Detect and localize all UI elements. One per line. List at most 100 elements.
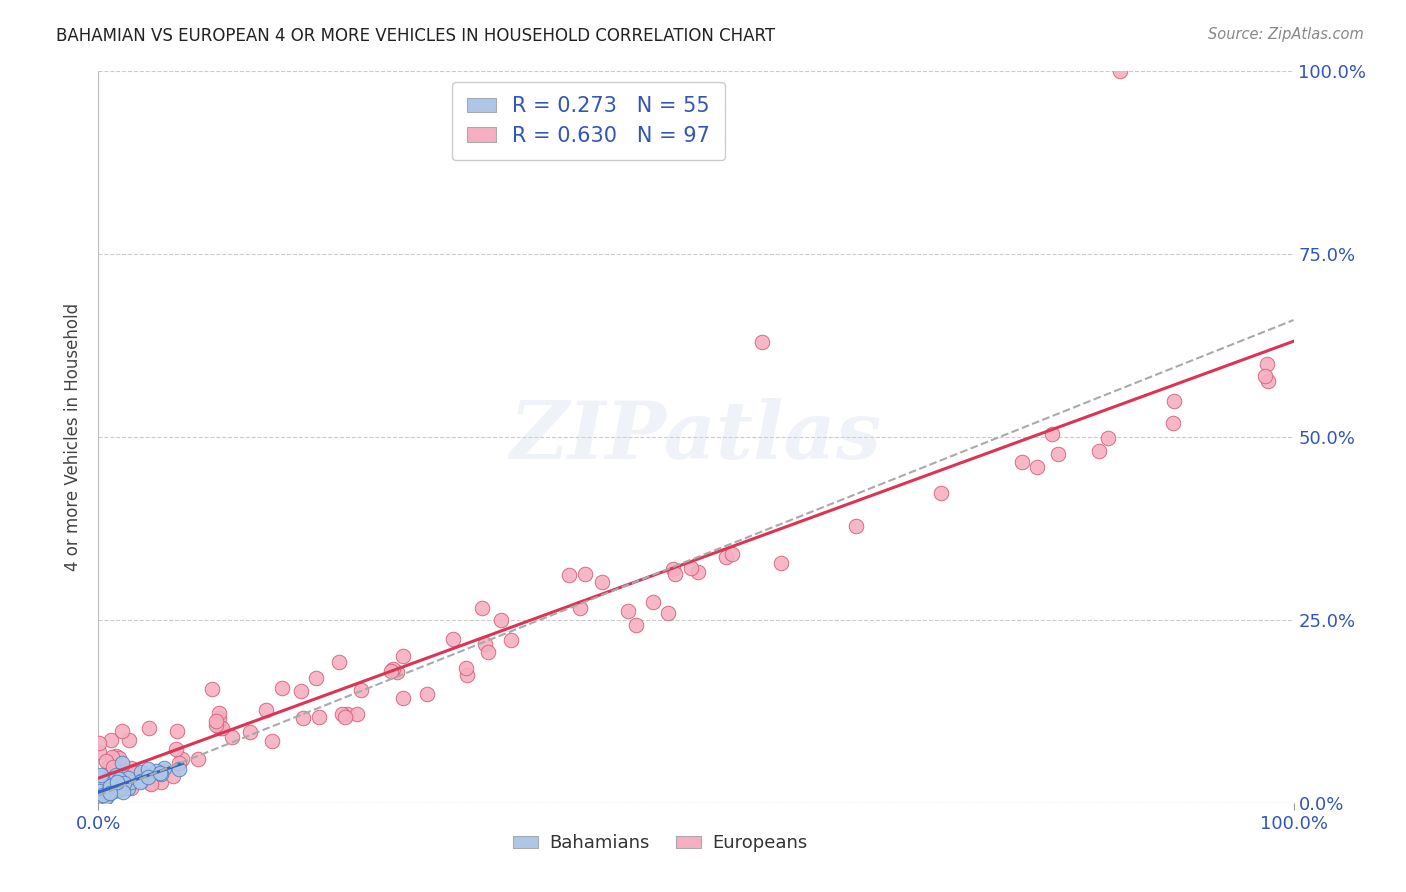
Point <box>117 780 139 795</box>
Point <box>1257 374 1279 388</box>
Point <box>1025 459 1047 474</box>
Point <box>336 706 359 721</box>
Point <box>87 787 110 801</box>
Point <box>152 761 174 775</box>
Point <box>1161 416 1184 430</box>
Point <box>205 718 228 732</box>
Point <box>105 774 128 789</box>
Point <box>145 764 167 779</box>
Point <box>90 768 112 782</box>
Point <box>591 575 613 590</box>
Point <box>1109 64 1132 78</box>
Point <box>1088 443 1111 458</box>
Point <box>474 637 496 651</box>
Point <box>291 710 314 724</box>
Point <box>89 771 111 785</box>
Point <box>90 785 112 799</box>
Point <box>167 762 190 776</box>
Point <box>93 776 115 790</box>
Point <box>679 561 702 575</box>
Point <box>208 711 231 725</box>
Point <box>617 604 640 618</box>
Point <box>96 778 118 792</box>
Point <box>105 749 128 764</box>
Point <box>103 784 125 798</box>
Point <box>96 780 118 794</box>
Text: Source: ZipAtlas.com: Source: ZipAtlas.com <box>1208 27 1364 42</box>
Point <box>111 724 134 739</box>
Point <box>166 723 188 738</box>
Point <box>558 567 581 582</box>
Point <box>385 665 408 679</box>
Point <box>117 771 139 785</box>
Point <box>87 791 110 805</box>
Point <box>93 789 115 804</box>
Point <box>104 757 127 772</box>
Point <box>208 721 231 735</box>
Point <box>101 750 124 764</box>
Point <box>662 562 685 576</box>
Point <box>471 600 494 615</box>
Point <box>98 778 121 792</box>
Point <box>111 781 134 796</box>
Point <box>931 485 953 500</box>
Point <box>87 784 110 798</box>
Point <box>122 766 145 780</box>
Point <box>380 664 402 678</box>
Point <box>111 756 134 771</box>
Point <box>381 662 404 676</box>
Point <box>260 734 283 748</box>
Point <box>569 600 592 615</box>
Point <box>93 789 115 804</box>
Point <box>94 754 117 768</box>
Point <box>120 761 142 775</box>
Point <box>149 765 172 780</box>
Text: ZIPatlas: ZIPatlas <box>510 399 882 475</box>
Point <box>221 730 243 744</box>
Point <box>101 760 124 774</box>
Point <box>87 795 110 809</box>
Point <box>187 752 209 766</box>
Point <box>350 683 373 698</box>
Point <box>688 566 710 580</box>
Legend: Bahamians, Europeans: Bahamians, Europeans <box>505 827 815 860</box>
Point <box>499 633 522 648</box>
Point <box>129 774 152 789</box>
Point <box>489 613 512 627</box>
Point <box>91 788 114 802</box>
Point <box>120 781 142 796</box>
Point <box>100 732 122 747</box>
Point <box>105 780 128 794</box>
Point <box>90 789 112 803</box>
Point <box>172 752 194 766</box>
Point <box>108 781 131 796</box>
Point <box>94 779 117 793</box>
Text: BAHAMIAN VS EUROPEAN 4 OR MORE VEHICLES IN HOUSEHOLD CORRELATION CHART: BAHAMIAN VS EUROPEAN 4 OR MORE VEHICLES … <box>56 27 775 45</box>
Point <box>93 792 115 806</box>
Point <box>94 790 117 805</box>
Point <box>751 334 773 349</box>
Point <box>456 667 478 681</box>
Point <box>769 556 792 570</box>
Point <box>305 671 328 685</box>
Point <box>112 777 135 791</box>
Point <box>98 759 121 773</box>
Point <box>721 547 744 561</box>
Point <box>112 785 135 799</box>
Point <box>1256 357 1278 371</box>
Point <box>416 687 439 701</box>
Point <box>89 745 111 759</box>
Point <box>624 618 647 632</box>
Point <box>139 777 162 791</box>
Point <box>110 780 132 794</box>
Point <box>136 770 159 784</box>
Point <box>108 780 131 795</box>
Point <box>1254 369 1277 384</box>
Point <box>211 721 233 735</box>
Point <box>477 645 499 659</box>
Point <box>111 780 134 794</box>
Point <box>150 774 173 789</box>
Point <box>443 632 465 647</box>
Point <box>714 549 737 564</box>
Point <box>103 773 125 788</box>
